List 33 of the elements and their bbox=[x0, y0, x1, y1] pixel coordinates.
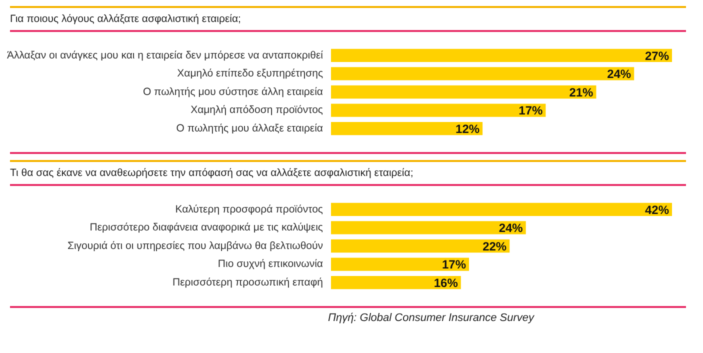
bar bbox=[331, 85, 596, 99]
y-tick-label: Περισσότερη προσωπική επαφή bbox=[172, 276, 324, 288]
bar bbox=[331, 122, 483, 136]
y-tick-label: Ο πωλητής μου άλλαξε εταιρεία bbox=[176, 122, 323, 134]
bar bbox=[331, 48, 672, 62]
data-label: 24% bbox=[607, 67, 632, 82]
data-label: 21% bbox=[569, 85, 594, 100]
y-tick-label: Χαμηλή απόδοση προϊόντος bbox=[190, 104, 323, 116]
data-label: 22% bbox=[482, 239, 507, 254]
data-label: 17% bbox=[442, 258, 466, 272]
data-label: 16% bbox=[434, 276, 458, 290]
y-tick-label: Σιγουριά ότι οι υπηρεσίες που λαμβάνω θα βελτιωθούν bbox=[67, 240, 323, 252]
bar bbox=[331, 202, 672, 216]
y-tick-label: Ο πωλητής μου σύστησε άλλη εταιρεία bbox=[142, 86, 323, 98]
text: Πηγή: Global Consumer Insurance Survey bbox=[327, 311, 536, 324]
data-label: 12% bbox=[456, 122, 480, 136]
data-label: 17% bbox=[518, 104, 544, 118]
y-tick-label: Πιο συχνή επικοινωνία bbox=[218, 258, 323, 270]
data-label: 27% bbox=[644, 48, 670, 63]
text: Για ποιους λόγους αλλάξατε ασφαλιστική εταιρεία; bbox=[9, 12, 242, 27]
y-tick-label: Άλλαξαν οι ανάγκες μου και η εταιρεία δεν μπόρεσε να ανταποκριθεί bbox=[6, 49, 324, 62]
y-tick-label: Περισσότερο διαφάνεια αναφορικά με τις καλύψεις bbox=[90, 222, 323, 234]
y-tick-label: Χαμηλό επίπεδο εξυπηρέτησης bbox=[177, 68, 323, 80]
bar bbox=[331, 276, 461, 290]
bar bbox=[331, 258, 470, 271]
bar bbox=[331, 104, 546, 117]
data-label: 24% bbox=[498, 221, 524, 236]
bar bbox=[331, 67, 634, 80]
bar bbox=[331, 239, 510, 253]
bar bbox=[331, 221, 526, 234]
data-label: 42% bbox=[644, 202, 670, 217]
text: Τι θα σας έκανε να αναθεωρήσετε την απόφασή σας να αλλάξετε ασφαλιστική εταιρεία; bbox=[9, 166, 414, 181]
y-tick-label: Καλύτερη προσφορά προϊόντος bbox=[175, 203, 323, 216]
